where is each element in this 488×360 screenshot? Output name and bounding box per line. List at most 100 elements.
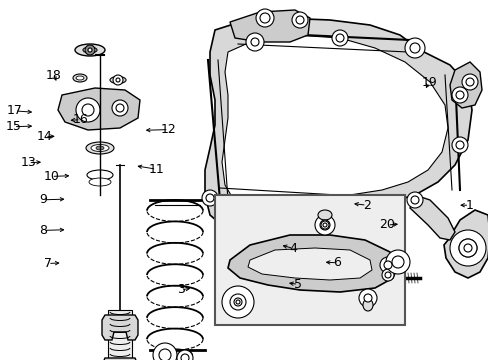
Circle shape [245, 33, 264, 51]
Circle shape [82, 104, 94, 116]
Text: 16: 16 [73, 113, 88, 126]
Circle shape [215, 195, 235, 215]
Text: 19: 19 [421, 76, 436, 89]
Circle shape [335, 34, 343, 42]
Circle shape [314, 215, 334, 235]
Bar [108, 310, 132, 360]
Ellipse shape [83, 47, 97, 53]
Circle shape [406, 192, 422, 208]
Text: 10: 10 [43, 170, 59, 183]
Circle shape [202, 190, 218, 206]
Ellipse shape [96, 146, 104, 150]
Ellipse shape [157, 349, 192, 360]
Text: 18: 18 [46, 69, 61, 82]
Circle shape [270, 221, 279, 229]
Circle shape [458, 239, 476, 257]
Polygon shape [102, 315, 138, 340]
Ellipse shape [87, 170, 113, 180]
Text: 2: 2 [362, 199, 370, 212]
Circle shape [455, 91, 463, 99]
Text: 20: 20 [379, 219, 394, 231]
Ellipse shape [89, 178, 111, 186]
Circle shape [236, 300, 240, 304]
Circle shape [465, 78, 473, 86]
Circle shape [205, 194, 214, 202]
Circle shape [379, 257, 395, 273]
Text: 17: 17 [7, 104, 22, 117]
Circle shape [153, 343, 177, 360]
Circle shape [381, 269, 393, 281]
Circle shape [220, 200, 229, 210]
Circle shape [113, 75, 123, 85]
Circle shape [260, 13, 269, 23]
Ellipse shape [317, 210, 331, 220]
Circle shape [234, 298, 242, 306]
Circle shape [331, 30, 347, 46]
Circle shape [346, 211, 353, 219]
Circle shape [266, 217, 283, 233]
Circle shape [323, 223, 326, 227]
Circle shape [116, 78, 120, 82]
Circle shape [451, 137, 467, 153]
Ellipse shape [86, 142, 114, 154]
Circle shape [341, 207, 357, 223]
Text: 1: 1 [465, 199, 472, 212]
Polygon shape [449, 62, 481, 108]
Text: 6: 6 [333, 256, 341, 269]
Circle shape [455, 141, 463, 149]
Text: 9: 9 [39, 193, 47, 206]
Ellipse shape [110, 77, 126, 84]
Text: 11: 11 [148, 163, 164, 176]
Circle shape [461, 74, 477, 90]
Circle shape [458, 239, 476, 257]
Circle shape [409, 43, 419, 53]
Text: 5: 5 [294, 278, 302, 291]
Circle shape [404, 38, 424, 58]
Circle shape [85, 45, 95, 55]
Ellipse shape [76, 76, 84, 80]
Ellipse shape [362, 299, 372, 311]
Circle shape [320, 221, 328, 229]
Circle shape [229, 294, 245, 310]
Ellipse shape [73, 74, 87, 82]
Circle shape [410, 196, 418, 204]
Circle shape [449, 230, 485, 266]
Text: 15: 15 [6, 120, 21, 133]
Circle shape [88, 48, 92, 52]
Polygon shape [409, 195, 454, 240]
Text: 14: 14 [37, 130, 53, 143]
Circle shape [319, 220, 329, 230]
Circle shape [363, 294, 371, 302]
Text: 13: 13 [20, 156, 36, 169]
Text: 4: 4 [289, 242, 297, 255]
Circle shape [112, 100, 128, 116]
Circle shape [383, 261, 391, 269]
Polygon shape [58, 88, 140, 130]
Text: 3: 3 [177, 283, 184, 296]
Circle shape [291, 12, 307, 28]
Circle shape [391, 256, 403, 268]
Polygon shape [227, 235, 397, 292]
Circle shape [385, 250, 409, 274]
Polygon shape [222, 35, 447, 208]
Circle shape [181, 354, 189, 360]
Circle shape [222, 286, 253, 318]
Polygon shape [229, 10, 309, 42]
Polygon shape [247, 248, 371, 280]
Circle shape [256, 9, 273, 27]
Ellipse shape [75, 44, 105, 56]
Ellipse shape [91, 144, 109, 152]
Circle shape [295, 16, 304, 24]
Polygon shape [204, 18, 471, 232]
Text: 12: 12 [161, 123, 176, 136]
Polygon shape [102, 358, 138, 360]
Bar [215, 195, 404, 325]
Circle shape [451, 87, 467, 103]
Circle shape [76, 98, 100, 122]
Text: 8: 8 [39, 224, 47, 237]
Circle shape [177, 350, 193, 360]
Circle shape [463, 244, 471, 252]
Circle shape [116, 104, 124, 112]
Circle shape [358, 289, 376, 307]
Text: 7: 7 [44, 257, 52, 270]
